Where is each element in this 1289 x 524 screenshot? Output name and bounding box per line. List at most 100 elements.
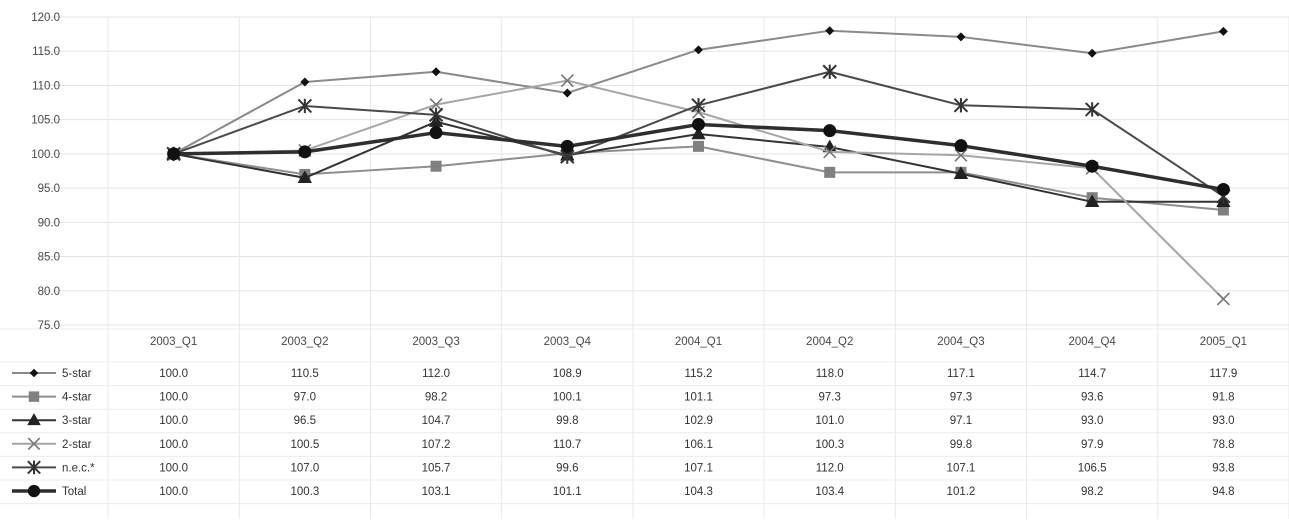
series-1 bbox=[168, 140, 1229, 216]
data-point bbox=[431, 67, 441, 77]
legend-label: Total bbox=[62, 486, 86, 498]
table-cell: 101.1 bbox=[553, 486, 582, 498]
x-tick-label: 2004_Q4 bbox=[1069, 336, 1117, 348]
legend-label: 3-star bbox=[62, 415, 92, 427]
data-point bbox=[297, 170, 312, 184]
marker-stroke bbox=[27, 437, 41, 451]
legend-label: n.e.c.* bbox=[62, 462, 95, 474]
table-cell: 118.0 bbox=[816, 368, 844, 380]
table-cell: 110.5 bbox=[291, 368, 319, 380]
data-point bbox=[430, 160, 442, 172]
series-lines bbox=[166, 26, 1231, 306]
data-point bbox=[1085, 159, 1099, 173]
data-point bbox=[693, 140, 704, 152]
x-tick-label: 2004_Q3 bbox=[937, 336, 984, 348]
table-cell: 103.4 bbox=[815, 486, 844, 498]
table-cell: 101.2 bbox=[947, 486, 976, 498]
data-point bbox=[953, 98, 969, 113]
data-point bbox=[823, 145, 837, 159]
table-cell: 107.0 bbox=[290, 462, 319, 474]
table-cell: 100.0 bbox=[159, 439, 188, 451]
table-cell: 115.2 bbox=[685, 368, 713, 380]
table-cell: 97.0 bbox=[294, 392, 316, 404]
table-cell: 93.6 bbox=[1081, 392, 1103, 404]
marker-stroke bbox=[560, 74, 574, 88]
table-cell: 100.0 bbox=[159, 415, 188, 427]
table-cell: 100.5 bbox=[290, 439, 319, 451]
data-point bbox=[692, 117, 705, 131]
data-point bbox=[429, 98, 443, 112]
table-cell: 101.0 bbox=[815, 415, 844, 427]
table-cell: 97.3 bbox=[950, 392, 972, 404]
legend-marker bbox=[27, 413, 41, 426]
x-tick-label: 2003_Q3 bbox=[412, 336, 459, 348]
table-cell: 93.0 bbox=[1081, 415, 1103, 427]
data-point bbox=[825, 26, 835, 36]
table-cell: 107.1 bbox=[684, 462, 713, 474]
data-point bbox=[956, 32, 966, 42]
table-cell: 94.8 bbox=[1212, 486, 1234, 498]
legend-label: 5-star bbox=[62, 368, 92, 380]
legend-marker bbox=[27, 437, 41, 451]
data-point bbox=[1217, 204, 1229, 216]
table-cell: 112.0 bbox=[816, 462, 844, 474]
table-cell: 114.7 bbox=[1078, 368, 1106, 380]
y-tick-label: 120.0 bbox=[31, 12, 60, 24]
table-cell: 107.2 bbox=[422, 439, 451, 451]
table-row: n.e.c.* 100.0 107.0 105.7 99.6 107.1 112.0 107.… bbox=[12, 460, 1235, 475]
y-tick-label: 80.0 bbox=[38, 286, 60, 298]
data-point bbox=[824, 166, 836, 178]
table-cell: 104.7 bbox=[422, 415, 451, 427]
legend-marker bbox=[27, 460, 41, 475]
y-tick-label: 115.0 bbox=[32, 46, 60, 58]
data-table: 5-star 100.0 110.5 112.0 108.9 115.2 118.0 117.… bbox=[12, 368, 1237, 498]
x-tick-label: 2003_Q1 bbox=[150, 336, 197, 348]
data-point bbox=[1084, 102, 1100, 117]
x-tick-label: 2004_Q1 bbox=[675, 336, 722, 348]
x-tick-label: 2004_Q2 bbox=[806, 336, 853, 348]
x-tick-label: 2003_Q2 bbox=[281, 336, 328, 348]
data-point bbox=[823, 124, 837, 138]
legend-marker bbox=[28, 391, 40, 402]
legend-label: 4-star bbox=[62, 392, 92, 404]
data-point bbox=[954, 139, 968, 153]
table-cell: 97.3 bbox=[819, 392, 841, 404]
data-point bbox=[167, 147, 181, 161]
table-row: 5-star 100.0 110.5 112.0 108.9 115.2 118.0 117.… bbox=[12, 368, 1237, 380]
x-tick-label: 2005_Q1 bbox=[1200, 336, 1247, 348]
table-cell: 100.0 bbox=[159, 462, 188, 474]
table-cell: 100.0 bbox=[159, 368, 188, 380]
data-point bbox=[1216, 182, 1230, 196]
data-point bbox=[297, 98, 313, 114]
table-cell: 100.3 bbox=[815, 439, 844, 451]
table-cell: 97.1 bbox=[950, 415, 972, 427]
data-point bbox=[429, 126, 443, 140]
y-axis-ticks: 75.0 80.0 85.0 90.0 95.0 100.0 105.0 110.0 115.0… bbox=[31, 12, 60, 332]
data-point bbox=[562, 88, 572, 98]
y-tick-label: 90.0 bbox=[38, 217, 60, 229]
table-cell: 110.7 bbox=[553, 439, 581, 451]
data-point bbox=[300, 77, 310, 87]
marker-stroke bbox=[1216, 292, 1230, 306]
table-cell: 103.1 bbox=[422, 486, 451, 498]
data-point bbox=[954, 148, 968, 162]
y-tick-label: 95.0 bbox=[38, 183, 60, 195]
x-tick-label: 2003_Q4 bbox=[544, 336, 592, 348]
table-cell: 112.0 bbox=[422, 368, 450, 380]
table-cell: 98.2 bbox=[425, 392, 447, 404]
data-point bbox=[694, 45, 703, 55]
data-point bbox=[560, 139, 574, 153]
data-point bbox=[1087, 48, 1097, 58]
legend-marker bbox=[27, 484, 41, 498]
table-row: 2-star 100.0 100.5 107.2 110.7 106.1 100.3 99.8… bbox=[12, 437, 1235, 451]
table-cell: 104.3 bbox=[684, 486, 713, 498]
table-cell: 78.8 bbox=[1212, 439, 1234, 451]
table-cell: 93.8 bbox=[1212, 462, 1234, 474]
table-cell: 99.6 bbox=[556, 462, 578, 474]
table-cell: 98.2 bbox=[1081, 486, 1103, 498]
legend-marker bbox=[29, 368, 39, 378]
data-point bbox=[822, 64, 837, 79]
data-point bbox=[691, 126, 706, 140]
